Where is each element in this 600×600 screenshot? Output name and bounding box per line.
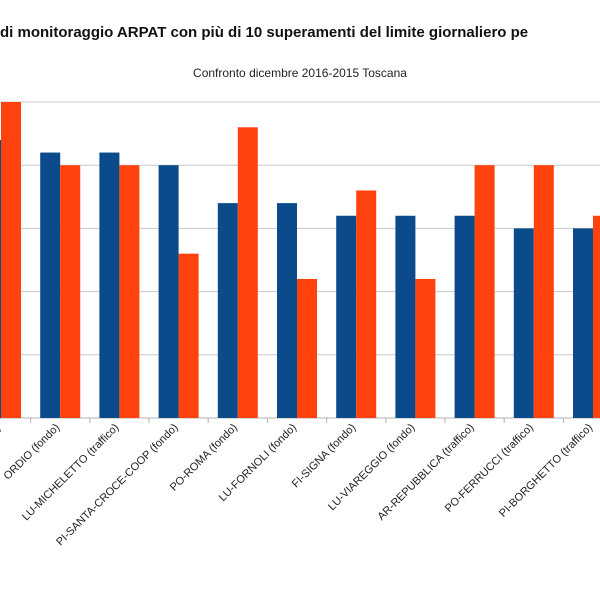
bar-series-1: [395, 215, 416, 418]
bar-series-2: [415, 278, 436, 418]
bar-series-1: [40, 152, 61, 418]
bar-series-2: [1, 102, 21, 418]
bar-series-2: [237, 127, 258, 418]
bar-series-2: [119, 165, 140, 418]
x-tick-label: AR-REPUBBLICA (traffico): [375, 422, 476, 523]
bar-series-1: [99, 152, 120, 418]
bar-series-2: [533, 165, 554, 418]
bars: [0, 102, 600, 423]
x-tick-label: ORDIO (fondo): [2, 422, 63, 483]
bar-series-2: [474, 165, 495, 418]
bar-series-1: [573, 228, 593, 418]
bar-series-1: [513, 228, 534, 418]
x-tick-label: FI-SIGNA (fondo): [290, 422, 359, 491]
bar-series-1: [158, 165, 179, 418]
x-tick-label: PI-SANTA-CROCE-COOP (fondo): [54, 422, 181, 549]
bar-series-2: [356, 190, 377, 418]
bar-series-2: [297, 278, 317, 418]
x-tick-label: ): [0, 422, 3, 433]
x-tick-label: LU-MICHELETTO (traffico): [20, 422, 122, 524]
x-tick-labels: )ORDIO (fondo)LU-MICHELETTO (traffico)PI…: [0, 422, 595, 549]
bar-series-1: [454, 215, 475, 418]
bar-series-2: [178, 253, 199, 418]
bar-series-1: [0, 139, 1, 419]
bar-series-1: [336, 215, 357, 418]
bar-series-2: [60, 165, 81, 418]
chart-subtitle: Confronto dicembre 2016-2015 Toscana: [193, 66, 407, 80]
bar-series-1: [277, 203, 297, 418]
bar-series-1: [217, 203, 238, 418]
chart-title: di monitoraggio ARPAT con più di 10 supe…: [0, 24, 529, 41]
bar-series-2: [593, 215, 600, 418]
